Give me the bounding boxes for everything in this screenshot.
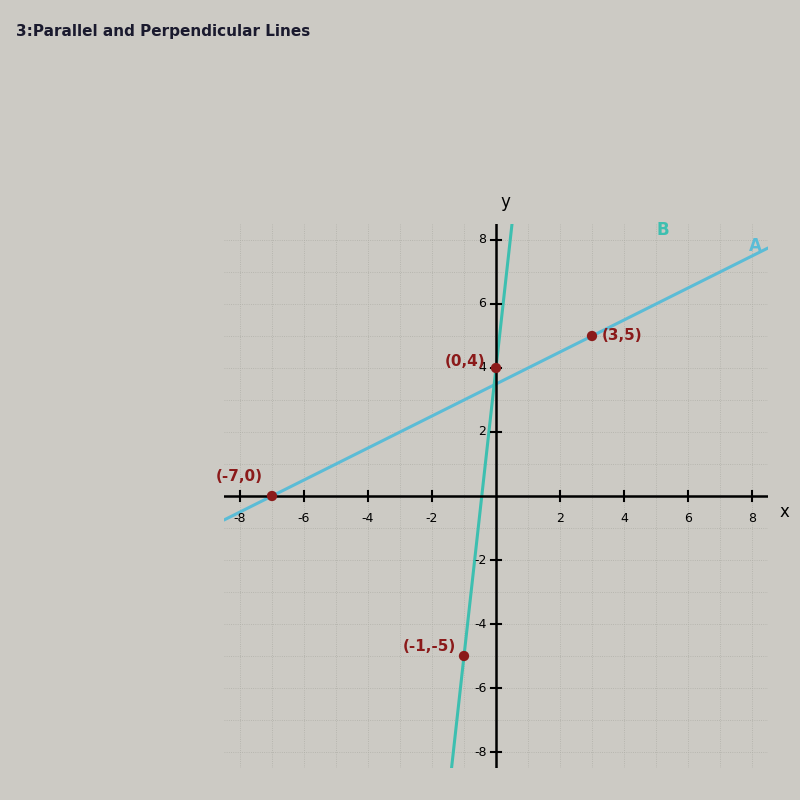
Text: 2: 2: [556, 512, 564, 525]
Text: 8: 8: [478, 234, 486, 246]
Text: 6: 6: [478, 298, 486, 310]
Point: [458, 650, 470, 662]
Text: 3:Parallel and Perpendicular Lines: 3:Parallel and Perpendicular Lines: [16, 24, 310, 39]
Text: A: A: [749, 238, 762, 255]
Text: -2: -2: [426, 512, 438, 525]
Text: 4: 4: [620, 512, 628, 525]
Text: 6: 6: [684, 512, 692, 525]
Text: -8: -8: [474, 746, 486, 758]
Text: -6: -6: [474, 682, 486, 694]
Text: x: x: [779, 503, 789, 521]
Point: [266, 490, 278, 502]
Text: (0,4): (0,4): [445, 354, 486, 369]
Text: 2: 2: [478, 426, 486, 438]
Text: -6: -6: [298, 512, 310, 525]
Text: (3,5): (3,5): [602, 329, 642, 343]
Text: B: B: [656, 222, 669, 239]
Point: [586, 330, 598, 342]
Text: -4: -4: [474, 618, 486, 630]
Point: [490, 362, 502, 374]
Text: 4: 4: [478, 362, 486, 374]
Text: y: y: [501, 193, 510, 211]
Text: -8: -8: [234, 512, 246, 525]
Text: -4: -4: [362, 512, 374, 525]
Text: 8: 8: [748, 512, 756, 525]
Text: (-7,0): (-7,0): [215, 470, 262, 484]
Text: -2: -2: [474, 554, 486, 566]
Text: (-1,-5): (-1,-5): [403, 639, 457, 654]
